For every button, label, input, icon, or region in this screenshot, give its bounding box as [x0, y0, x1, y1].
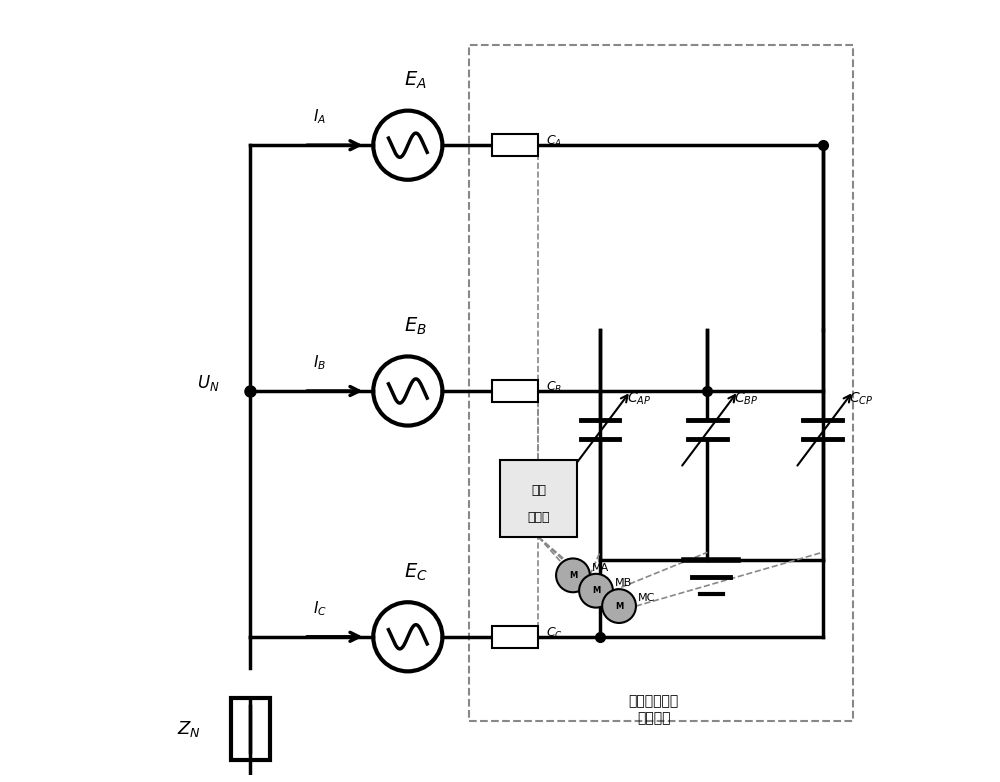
- Text: M: M: [569, 571, 577, 579]
- Circle shape: [579, 574, 613, 608]
- Text: $\mathit{C_A}$: $\mathit{C_A}$: [546, 134, 562, 149]
- Text: MA: MA: [592, 563, 609, 572]
- Text: z: z: [496, 386, 501, 396]
- Text: 电容自动平衡
补偿装置: 电容自动平衡 补偿装置: [628, 694, 679, 725]
- Text: $E_{C}$: $E_{C}$: [404, 561, 427, 583]
- Bar: [492, 626, 538, 647]
- Circle shape: [556, 558, 590, 592]
- Text: $U_N$: $U_N$: [197, 373, 220, 393]
- Bar: [231, 698, 270, 759]
- Text: $Z_N$: $Z_N$: [177, 719, 200, 739]
- Text: $\mathit{C_{CP}}$: $\mathit{C_{CP}}$: [849, 390, 874, 407]
- Text: 差分: 差分: [531, 484, 546, 497]
- Text: $I_{A}$: $I_{A}$: [313, 107, 326, 126]
- Bar: [500, 460, 577, 537]
- Text: $\mathit{C_{AP}}$: $\mathit{C_{AP}}$: [627, 390, 651, 407]
- Text: M: M: [615, 601, 623, 611]
- Bar: [492, 380, 538, 402]
- Text: z: z: [496, 140, 501, 150]
- Text: $\mathit{C_B}$: $\mathit{C_B}$: [546, 379, 562, 395]
- Text: MC: MC: [638, 594, 656, 604]
- Text: $I_{B}$: $I_{B}$: [313, 353, 326, 371]
- Text: z: z: [496, 632, 501, 642]
- Text: MB: MB: [615, 578, 632, 588]
- Bar: [492, 135, 538, 156]
- Text: $I_{C}$: $I_{C}$: [313, 599, 326, 618]
- Bar: [469, 45, 853, 721]
- Text: $E_{A}$: $E_{A}$: [404, 70, 427, 91]
- Text: $\mathit{C_C}$: $\mathit{C_C}$: [546, 626, 563, 640]
- Text: 比较器: 比较器: [527, 511, 550, 524]
- Text: $\mathit{C_{BP}}$: $\mathit{C_{BP}}$: [734, 390, 758, 407]
- Text: $E_{B}$: $E_{B}$: [404, 316, 427, 337]
- Text: M: M: [592, 586, 600, 595]
- Circle shape: [602, 589, 636, 623]
